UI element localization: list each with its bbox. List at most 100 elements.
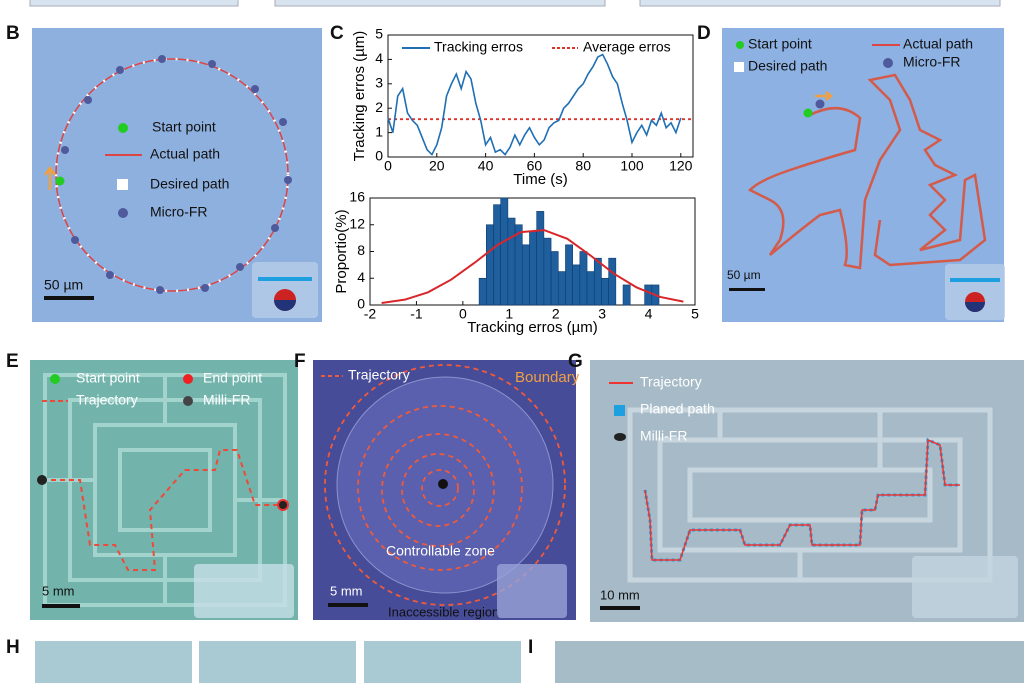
x-tick-label: 60 <box>527 158 543 174</box>
legend-dot <box>118 123 128 133</box>
bar <box>493 204 501 306</box>
panel-label: G <box>568 351 583 372</box>
legend-text: Desired path <box>748 58 827 74</box>
x-tick-label: 120 <box>669 158 693 174</box>
bar <box>572 264 581 306</box>
x-tick-label: 100 <box>620 158 644 174</box>
scale-text: 50 µm <box>727 268 761 282</box>
scale-text: 5 mm <box>330 583 363 598</box>
spiral <box>324 364 566 606</box>
x-tick-label: 80 <box>575 158 591 174</box>
path <box>747 73 987 270</box>
y-tick-label: 4 <box>375 50 383 66</box>
scale-bar <box>328 603 368 607</box>
x-axis-label: Tracking erros (µm) <box>467 319 598 336</box>
photo <box>199 641 356 683</box>
arrow <box>43 165 57 190</box>
bar <box>586 271 595 306</box>
scale-text: 50 µm <box>44 277 83 293</box>
x-tick-label: 1 <box>505 306 513 322</box>
inset <box>497 564 567 618</box>
legend-text: Planed path <box>640 401 715 417</box>
legend-text: Micro-FR <box>150 204 208 220</box>
x-axis-label: Time (s) <box>513 171 567 188</box>
x-tick-label: -2 <box>364 306 377 322</box>
inset <box>912 556 1018 618</box>
panel-strip <box>639 0 1001 7</box>
line <box>387 53 682 156</box>
legend-dot <box>118 208 128 218</box>
panel-label: H <box>6 637 20 658</box>
y-tick-label: 2 <box>375 99 383 115</box>
bar <box>622 284 631 306</box>
legend-square <box>614 405 625 416</box>
legend-text: Milli-FR <box>640 428 687 444</box>
x-tick-label: 20 <box>429 158 445 174</box>
legend-dot <box>736 41 744 49</box>
arrow <box>815 91 834 101</box>
fit-curve <box>381 229 684 304</box>
robot <box>277 499 289 511</box>
legend-text: Start point <box>152 119 216 135</box>
x-tick-label: -1 <box>410 306 423 322</box>
bar <box>608 257 617 306</box>
legend-text: Trajectory <box>640 374 702 390</box>
panel-strip <box>274 0 606 7</box>
panel-label: F <box>294 351 306 372</box>
photo <box>35 641 192 683</box>
legend-text: Desired path <box>150 176 229 192</box>
y-tick-label: 1 <box>375 123 383 139</box>
legend-text: Actual path <box>150 146 220 162</box>
legend-text: Start point <box>76 370 140 386</box>
start-dot <box>803 108 813 118</box>
legend-text: Milli-FR <box>203 392 250 408</box>
bar <box>486 224 494 306</box>
x-tick-label: 5 <box>691 306 699 322</box>
robot <box>438 479 448 489</box>
legend-text: End point <box>203 370 262 386</box>
bar <box>478 277 487 306</box>
bar <box>593 257 602 306</box>
scale-bar <box>44 296 94 300</box>
bar <box>514 224 523 306</box>
bar <box>557 271 566 306</box>
y-axis-label: Proportio(%) <box>333 209 350 293</box>
legend-text: Average erros <box>583 39 671 55</box>
y-tick-label: 0 <box>375 148 383 164</box>
x-tick-label: 3 <box>598 306 606 322</box>
bar <box>536 211 545 306</box>
inset-magnet <box>965 302 985 312</box>
bar <box>550 251 559 306</box>
y-tick-label: 5 <box>375 26 383 42</box>
x-tick-label: 0 <box>459 306 467 322</box>
legend-text: Tracking erros <box>434 39 523 55</box>
panel-label: B <box>6 23 20 44</box>
bar <box>500 197 509 306</box>
legend-dot <box>183 396 193 406</box>
trajectory <box>644 438 960 561</box>
scale-bar <box>729 288 765 291</box>
y-tick-label: 3 <box>375 75 383 91</box>
legend-dot <box>50 374 60 384</box>
scale-bar <box>600 606 640 610</box>
panel-label: D <box>697 23 711 44</box>
start-dot <box>55 176 65 186</box>
robot <box>37 475 47 485</box>
y-tick-label: 4 <box>357 269 365 285</box>
annotation: Controllable zone <box>386 543 495 559</box>
desired-path <box>54 57 290 293</box>
photo <box>364 641 521 683</box>
x-tick-label: 4 <box>645 306 653 322</box>
annotation: Inaccessible region <box>388 604 499 619</box>
legend-dot <box>183 374 193 384</box>
x-tick-label: 0 <box>384 158 392 174</box>
bar <box>507 217 516 306</box>
legend-text: Start point <box>748 36 812 52</box>
scale-text: 5 mm <box>42 583 75 598</box>
bar <box>644 284 653 306</box>
inset <box>194 564 294 618</box>
scale-bar <box>42 604 80 608</box>
inset-magnet <box>274 300 296 311</box>
legend-text: Actual path <box>903 36 973 52</box>
